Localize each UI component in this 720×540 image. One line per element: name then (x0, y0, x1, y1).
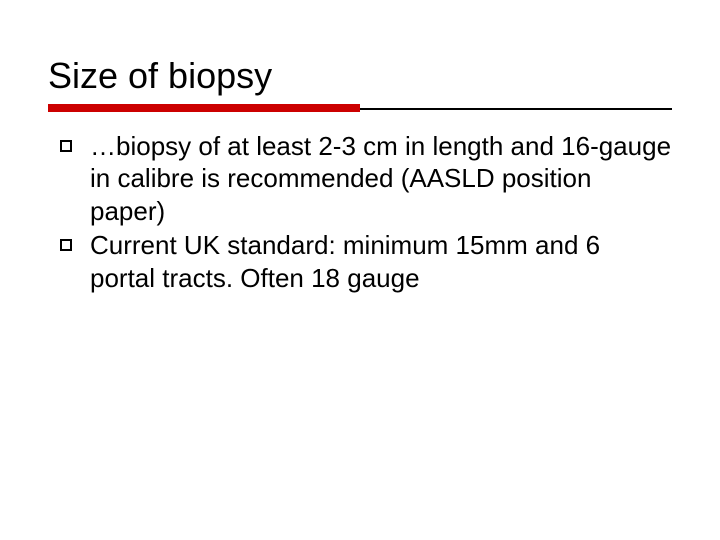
underline-thick (48, 104, 360, 112)
slide-title: Size of biopsy (48, 56, 672, 96)
slide: Size of biopsy …biopsy of at least 2-3 c… (0, 0, 720, 540)
title-underline (48, 104, 672, 112)
list-item: …biopsy of at least 2-3 cm in length and… (60, 130, 672, 228)
title-container: Size of biopsy (0, 56, 720, 96)
bullet-text: Current UK standard: minimum 15mm and 6 … (90, 229, 672, 294)
square-bullet-icon (60, 239, 72, 251)
square-bullet-icon (60, 140, 72, 152)
list-item: Current UK standard: minimum 15mm and 6 … (60, 229, 672, 294)
bullet-text: …biopsy of at least 2-3 cm in length and… (90, 130, 672, 228)
slide-body: …biopsy of at least 2-3 cm in length and… (0, 112, 720, 295)
bullet-list: …biopsy of at least 2-3 cm in length and… (60, 130, 672, 295)
